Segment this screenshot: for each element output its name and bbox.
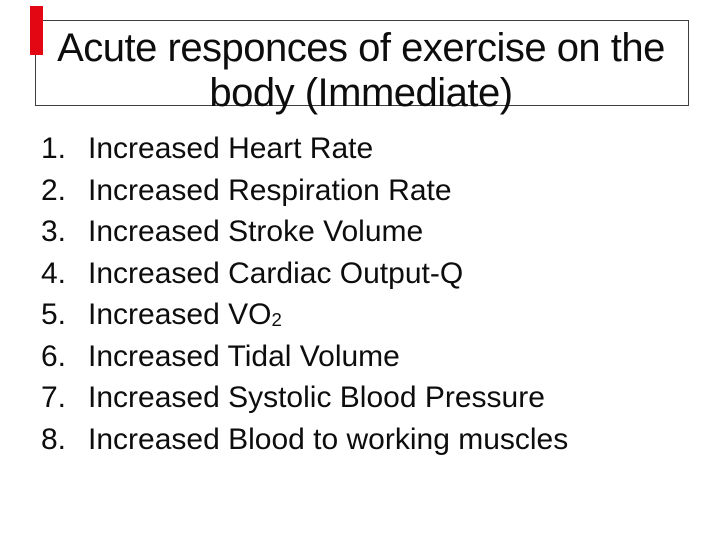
list-item-text: Increased Systolic Blood Pressure	[88, 381, 545, 414]
slide-title: Acute responces of exercise on the body …	[35, 26, 687, 116]
list-item-text: Increased Stroke Volume	[88, 215, 424, 248]
list-item-text: Increased Respiration Rate	[88, 173, 452, 207]
list-item: 6. Increased Tidal Volume	[30, 339, 708, 375]
slide-title-line-1: Acute responces of exercise on the	[57, 26, 665, 70]
list-item: 1. Increased Heart Rate	[30, 131, 708, 167]
list-item-number: 8.	[40, 422, 66, 456]
list-item-number: 3.	[40, 215, 66, 248]
list-item-text: Increased Cardiac Output-Q	[88, 256, 464, 290]
list-item: 8. Increased Blood to working muscles	[30, 422, 708, 458]
slide-title-line-2: body (Immediate)	[209, 71, 513, 115]
list-item-subscript: 2	[271, 309, 282, 331]
list-item-text: Increased Tidal Volume	[88, 339, 400, 373]
title-box	[35, 20, 689, 106]
list-item: 4. Increased Cardiac Output-Q	[30, 256, 708, 292]
list-item: 7. Increased Systolic Blood Pressure	[30, 380, 708, 416]
red-accent-bar	[30, 6, 43, 55]
response-list: 1. Increased Heart Rate 2. Increased Respir…	[30, 131, 708, 463]
list-item: 3. Increased Stroke Volume	[30, 214, 708, 250]
list-item-text: Increased Heart Rate	[88, 132, 374, 165]
list-item-number: 6.	[40, 339, 66, 373]
list-item-number: 5.	[40, 298, 66, 331]
list-item-number: 2.	[40, 173, 66, 207]
list-item: 5. Increased VO2	[30, 297, 708, 333]
list-item-text: Increased VO	[88, 298, 272, 331]
list-item: 2. Increased Respiration Rate	[30, 173, 708, 209]
list-item-number: 7.	[40, 381, 66, 414]
list-item-number: 1.	[40, 132, 66, 165]
list-item-text: Increased Blood to working muscles	[88, 422, 569, 456]
list-item-number: 4.	[40, 256, 66, 290]
